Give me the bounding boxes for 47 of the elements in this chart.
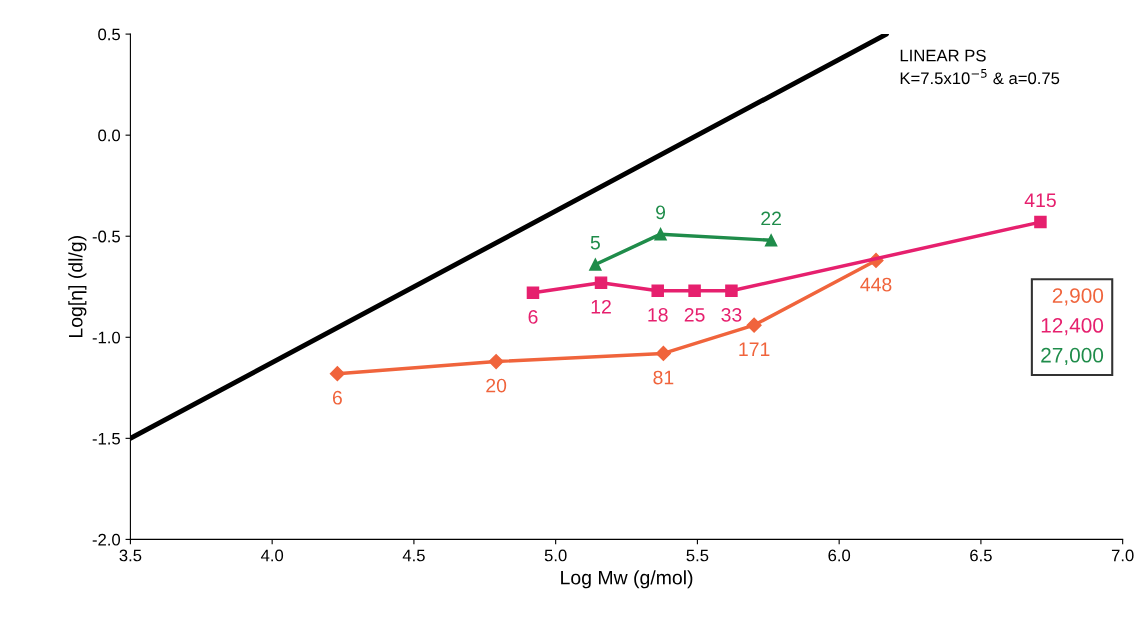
annotation: 415 — [1024, 193, 1056, 208]
point — [655, 345, 671, 362]
point — [526, 286, 540, 300]
text: 2,900 — [1052, 288, 1104, 306]
annotation: 448 — [860, 277, 892, 292]
y-tick-label: 0.0 — [98, 129, 121, 142]
annotation: 6 — [528, 309, 538, 324]
annotation: LINEAR PS K=7.5x10$^{−5}$ & a=0.75 — [900, 49, 1060, 85]
y-tick-label: 0.5 — [98, 28, 120, 41]
annotation: 20 — [486, 378, 507, 393]
y-tick-label: -1.0 — [92, 331, 121, 344]
x-axis-title: Log Mw (g/mol) — [561, 570, 693, 589]
point — [651, 284, 664, 298]
x-tick-label: 3.5 — [119, 549, 142, 562]
y-tick-label: -0.5 — [92, 230, 120, 243]
y-axis-title: Log[η] (dl/g) — [68, 236, 87, 338]
text: 12,400 — [1041, 318, 1104, 336]
point — [488, 353, 504, 370]
point — [329, 366, 345, 382]
x-tick-label: 5.5 — [686, 549, 709, 562]
annotation: 6 — [332, 390, 342, 405]
point — [764, 234, 778, 247]
point — [594, 276, 608, 289]
annotation: 25 — [684, 307, 705, 322]
annotation: 171 — [739, 342, 770, 356]
annotation: 9 — [656, 205, 666, 220]
x-tick-label: 7.0 — [1111, 549, 1134, 562]
annotation: 18 — [648, 307, 668, 322]
annotation: 5 — [590, 235, 600, 250]
y-tick-label: -1.5 — [92, 432, 120, 445]
annotation: 12 — [591, 299, 611, 314]
annotation: 33 — [721, 307, 742, 322]
point — [589, 258, 602, 271]
x-tick-label: 4.5 — [402, 549, 425, 562]
annotation: 22 — [761, 211, 781, 226]
point — [688, 284, 701, 298]
point — [654, 227, 667, 241]
text: 27,000 — [1041, 347, 1104, 366]
annotation: 81 — [653, 370, 674, 385]
x-tick-label: 5.0 — [544, 549, 567, 562]
point — [725, 284, 738, 298]
x-tick-label: 6.0 — [828, 549, 851, 562]
y-tick-label: -2.0 — [92, 533, 121, 546]
point — [746, 317, 762, 333]
point — [1034, 215, 1047, 229]
x-tick-label: 4.0 — [260, 549, 284, 562]
x-tick-label: 6.5 — [970, 549, 992, 562]
